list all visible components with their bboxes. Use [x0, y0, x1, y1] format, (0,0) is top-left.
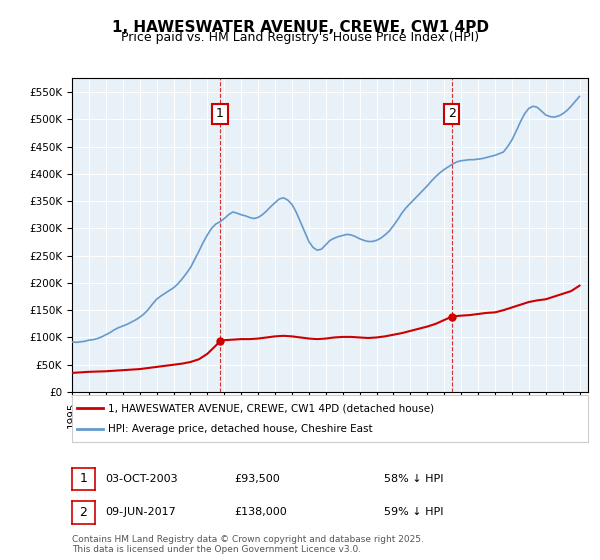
- Text: Price paid vs. HM Land Registry's House Price Index (HPI): Price paid vs. HM Land Registry's House …: [121, 31, 479, 44]
- Text: 58% ↓ HPI: 58% ↓ HPI: [384, 474, 443, 484]
- Text: 09-JUN-2017: 09-JUN-2017: [105, 507, 176, 517]
- Text: 03-OCT-2003: 03-OCT-2003: [105, 474, 178, 484]
- Text: £138,000: £138,000: [234, 507, 287, 517]
- Text: Contains HM Land Registry data © Crown copyright and database right 2025.
This d: Contains HM Land Registry data © Crown c…: [72, 535, 424, 554]
- Text: £93,500: £93,500: [234, 474, 280, 484]
- Text: 1, HAWESWATER AVENUE, CREWE, CW1 4PD: 1, HAWESWATER AVENUE, CREWE, CW1 4PD: [112, 20, 488, 35]
- Text: 59% ↓ HPI: 59% ↓ HPI: [384, 507, 443, 517]
- Text: 1, HAWESWATER AVENUE, CREWE, CW1 4PD (detached house): 1, HAWESWATER AVENUE, CREWE, CW1 4PD (de…: [108, 403, 434, 413]
- Text: 2: 2: [79, 506, 88, 519]
- Text: 1: 1: [216, 108, 224, 120]
- Text: HPI: Average price, detached house, Cheshire East: HPI: Average price, detached house, Ches…: [108, 424, 373, 434]
- Text: 2: 2: [448, 108, 455, 120]
- Text: 1: 1: [79, 472, 88, 486]
